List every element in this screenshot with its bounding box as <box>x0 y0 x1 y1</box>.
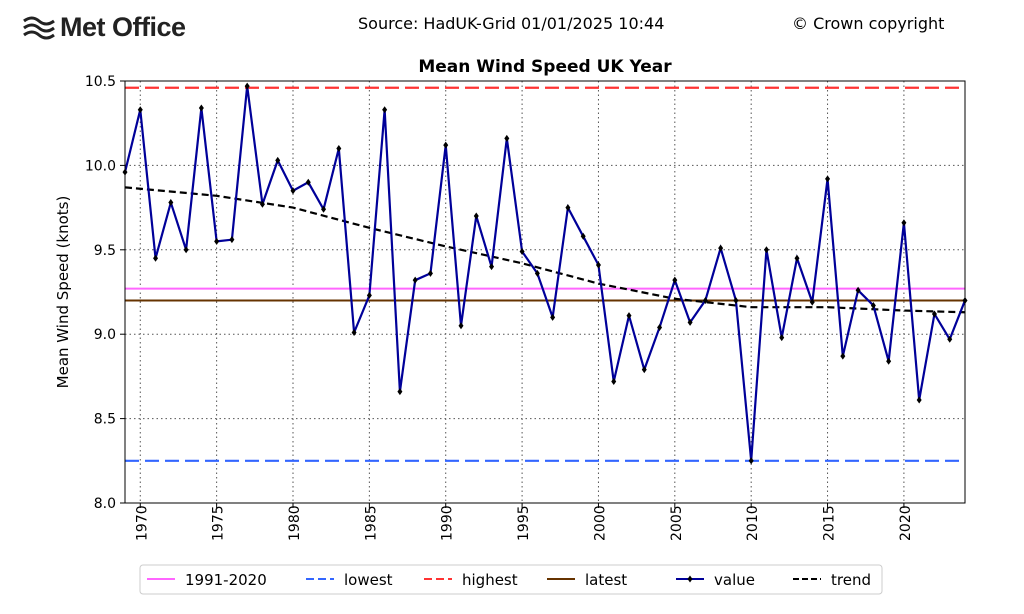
y-tick-label: 8.0 <box>94 496 116 512</box>
data-point <box>473 212 479 220</box>
x-tick-label: 1990 <box>440 505 456 541</box>
met-office-logo: Met Office <box>22 12 186 43</box>
data-point <box>595 261 601 269</box>
data-point <box>901 219 907 227</box>
x-tick-label: 1970 <box>134 505 150 541</box>
data-point <box>580 232 586 240</box>
data-point <box>366 291 372 299</box>
y-tick-label: 9.0 <box>94 327 116 343</box>
x-tick-label: 2015 <box>822 505 838 541</box>
data-point <box>947 335 953 343</box>
data-point <box>137 106 143 114</box>
data-point <box>504 134 510 142</box>
data-point <box>168 199 174 207</box>
data-point <box>443 141 449 149</box>
data-point <box>534 269 540 277</box>
y-tick-label: 10.5 <box>85 74 116 90</box>
chart-title: Mean Wind Speed UK Year <box>418 57 672 77</box>
legend-box <box>139 564 883 595</box>
x-tick-label: 1995 <box>516 505 532 541</box>
data-point <box>427 269 433 277</box>
data-point <box>565 204 571 212</box>
source-text: Source: HadUK-Grid 01/01/2025 10:44 <box>358 14 665 33</box>
copyright-text: © Crown copyright <box>792 14 945 33</box>
y-tick-label: 9.5 <box>94 243 116 259</box>
data-point <box>550 313 556 321</box>
data-point <box>626 312 632 320</box>
data-point <box>198 104 204 112</box>
data-point <box>794 254 800 262</box>
data-point <box>718 244 724 252</box>
data-point <box>382 106 388 114</box>
data-point <box>412 276 418 284</box>
trend-line <box>124 186 966 314</box>
data-point <box>275 156 281 164</box>
data-point <box>229 236 235 244</box>
logo-text: Met Office <box>60 12 186 42</box>
data-point <box>290 187 296 195</box>
legend-label-value: value <box>714 571 755 589</box>
y-tick-label: 8.5 <box>94 412 116 428</box>
x-tick-label: 1985 <box>363 505 379 541</box>
data-point <box>183 246 189 254</box>
data-point <box>458 322 464 330</box>
x-tick-label: 2000 <box>592 505 608 541</box>
legend-label-highest: highest <box>462 571 518 589</box>
data-point <box>259 200 265 208</box>
data-point <box>702 296 708 304</box>
data-point <box>611 377 617 385</box>
data-point <box>641 366 647 374</box>
value-line <box>123 85 967 461</box>
legend-label-latest: latest <box>585 571 627 589</box>
data-point <box>687 318 693 326</box>
data-point <box>886 357 892 365</box>
data-point <box>305 178 311 186</box>
data-point <box>825 175 831 183</box>
data-point <box>214 237 220 245</box>
legend-label-trend: trend <box>831 571 871 589</box>
data-point <box>763 246 769 254</box>
data-point <box>244 82 250 90</box>
data-point <box>840 352 846 360</box>
data-point <box>855 286 861 294</box>
met-office-waves-icon <box>23 16 55 39</box>
data-point <box>779 334 785 342</box>
data-point <box>519 247 525 255</box>
legend-marker <box>687 575 693 583</box>
data-point <box>748 457 754 465</box>
data-point <box>336 145 342 153</box>
data-point <box>489 263 495 271</box>
y-tick-label: 10.0 <box>85 158 116 174</box>
data-point <box>351 329 357 337</box>
legend-label-lowest: lowest <box>344 571 393 589</box>
data-point <box>321 205 327 213</box>
x-tick-label: 2010 <box>745 505 761 541</box>
x-tick-label: 2005 <box>669 505 685 541</box>
data-point <box>916 396 922 404</box>
data-point <box>870 302 876 310</box>
data-point <box>809 298 815 306</box>
data-point <box>657 323 663 331</box>
data-point <box>931 310 937 318</box>
data-point <box>672 276 678 284</box>
data-point <box>397 388 403 396</box>
legend: 1991-2020 lowest highest latest value trend <box>139 564 883 595</box>
x-tick-label: 1975 <box>211 505 227 541</box>
x-tick-label: 2020 <box>898 505 914 541</box>
legend-label-1991-2020: 1991-2020 <box>185 571 267 589</box>
data-point <box>153 254 159 262</box>
x-tick-label: 1980 <box>287 505 303 541</box>
plot-frame <box>124 80 966 504</box>
data-point <box>733 296 739 304</box>
y-axis-label: Mean Wind Speed (knots) <box>54 196 72 389</box>
